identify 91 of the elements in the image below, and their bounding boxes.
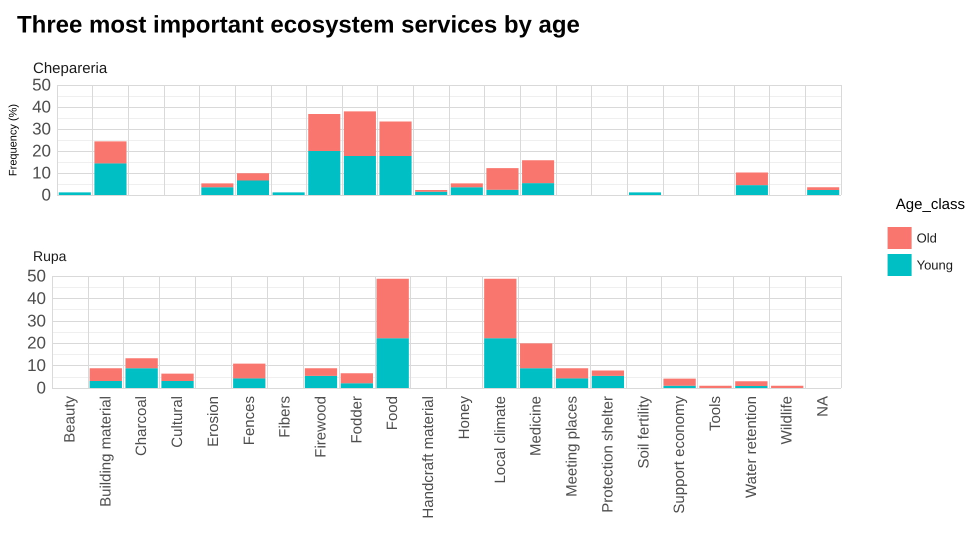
x-tick-label: NA bbox=[814, 396, 832, 417]
bar bbox=[233, 378, 266, 388]
bar bbox=[161, 374, 194, 382]
bar bbox=[344, 111, 376, 156]
bar bbox=[735, 381, 768, 386]
x-tick-label: Beauty bbox=[61, 396, 78, 443]
chart-title: Rupa bbox=[33, 248, 67, 264]
y-tick-label: 30 bbox=[27, 311, 46, 330]
bar bbox=[484, 338, 516, 388]
bar bbox=[376, 278, 409, 338]
bar bbox=[201, 183, 234, 188]
bar bbox=[308, 114, 340, 151]
legend-label: Old bbox=[916, 230, 937, 246]
legend-title: Age_class bbox=[896, 196, 966, 213]
bar bbox=[201, 187, 234, 195]
bar bbox=[484, 278, 516, 338]
x-tick-label: Water retention bbox=[742, 396, 760, 498]
x-tick-label: Protection shelter bbox=[599, 396, 616, 513]
y-tick-label: 40 bbox=[27, 288, 46, 308]
bar bbox=[556, 378, 588, 388]
y-tick-label: 50 bbox=[32, 76, 51, 94]
y-tick-label: 30 bbox=[32, 120, 51, 138]
bar bbox=[415, 192, 448, 195]
bar bbox=[522, 160, 554, 184]
bar bbox=[236, 173, 270, 180]
bar bbox=[520, 343, 552, 368]
bar bbox=[450, 183, 483, 188]
bar bbox=[58, 192, 91, 195]
x-tick-label: Erosion bbox=[204, 396, 222, 447]
bar bbox=[380, 156, 412, 195]
bar bbox=[486, 168, 518, 190]
x-tick-label: Meeting places bbox=[564, 396, 581, 497]
x-tick-label: Honey bbox=[456, 396, 473, 440]
bar bbox=[340, 383, 373, 388]
bar bbox=[376, 338, 409, 388]
bar bbox=[522, 183, 554, 195]
y-tick-label: 0 bbox=[36, 378, 46, 398]
bar bbox=[233, 364, 266, 378]
bar bbox=[380, 122, 412, 156]
x-tick-label: Support economy bbox=[671, 396, 688, 514]
y-tick-label: 20 bbox=[27, 334, 46, 353]
bar bbox=[272, 192, 305, 195]
bar bbox=[126, 358, 158, 368]
x-tick-label: Fibers bbox=[276, 396, 294, 438]
bar bbox=[663, 378, 696, 386]
bar bbox=[807, 190, 840, 195]
x-tick-label: Handcraft material bbox=[420, 396, 438, 519]
y-tick-label: 50 bbox=[27, 266, 46, 286]
y-axis-title: Frequency (%) bbox=[8, 104, 20, 176]
bar bbox=[592, 376, 624, 388]
x-tick-label: Tools bbox=[706, 396, 724, 432]
bar bbox=[344, 156, 376, 195]
x-tick-label: Firewood bbox=[312, 396, 330, 458]
x-tick-label: Medicine bbox=[528, 396, 545, 456]
bar bbox=[94, 141, 126, 164]
bar bbox=[126, 368, 158, 388]
x-tick-label: Local climate bbox=[492, 396, 509, 484]
bar bbox=[304, 376, 338, 388]
x-tick-label: Fences bbox=[240, 396, 258, 446]
bar bbox=[592, 370, 624, 376]
x-tick-label: Soil fertility bbox=[635, 396, 652, 469]
y-tick-label: 20 bbox=[32, 142, 51, 160]
x-tick-label: Charcoal bbox=[133, 396, 150, 456]
chart-title: Three most important ecosystem services by age bbox=[17, 12, 580, 38]
bar bbox=[520, 368, 552, 388]
bar bbox=[807, 187, 840, 190]
bar bbox=[161, 381, 194, 388]
y-tick-label: 10 bbox=[32, 164, 51, 182]
x-tick-label: Cultural bbox=[169, 396, 186, 448]
x-tick-label: Wildlife bbox=[778, 396, 796, 444]
bar bbox=[450, 187, 483, 195]
chart-subtitle: Chepareria bbox=[33, 60, 108, 77]
bar bbox=[304, 368, 338, 376]
y-tick-label: 10 bbox=[27, 356, 46, 376]
y-tick-label: 0 bbox=[42, 186, 51, 204]
legend-label: Young bbox=[916, 258, 954, 272]
bar bbox=[736, 172, 768, 186]
x-tick-label: Building material bbox=[97, 396, 114, 507]
bar bbox=[94, 163, 126, 195]
bar bbox=[90, 368, 122, 382]
bar bbox=[236, 180, 270, 195]
y-tick-label: 40 bbox=[32, 98, 51, 116]
bar bbox=[90, 381, 122, 388]
bar bbox=[556, 368, 588, 378]
bar bbox=[308, 151, 340, 195]
bar bbox=[628, 192, 662, 195]
x-tick-label: Food bbox=[384, 396, 402, 430]
bar bbox=[736, 185, 768, 195]
bar bbox=[340, 373, 373, 384]
bar bbox=[486, 190, 518, 195]
x-tick-label: Fodder bbox=[348, 396, 366, 444]
